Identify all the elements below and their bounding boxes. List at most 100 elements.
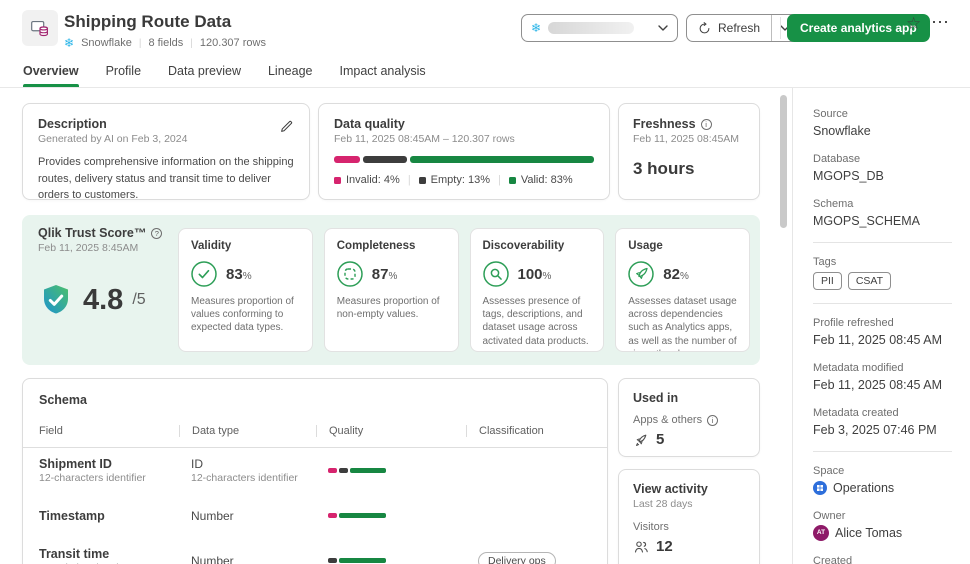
info-icon[interactable] <box>701 119 712 130</box>
help-icon[interactable] <box>151 228 162 239</box>
metric-description: Measures proportion of values conforming… <box>191 295 300 335</box>
freshness-card: Freshness Feb 11, 2025 08:45AM 3 hours <box>618 103 760 200</box>
valid-segment <box>339 513 386 518</box>
detail-value: Feb 11, 2025 08:45 AM <box>813 332 952 348</box>
field-cell: Timestamp <box>39 509 179 523</box>
column-header-field[interactable]: Field <box>39 425 179 437</box>
legend-item-valid: Valid: 83% <box>509 174 573 186</box>
field-subtitle: 12-characters identifier <box>39 472 179 484</box>
check-circle-icon <box>191 261 217 287</box>
info-icon[interactable] <box>707 415 718 426</box>
trust-metric-cards: Validity 83% Measures proportion of valu… <box>178 228 750 352</box>
description-card: Description Generated by AI on Feb 3, 20… <box>22 103 310 200</box>
trust-score-subtitle: Feb 11, 2025 8:45AM <box>38 242 183 254</box>
catalog-page: Shipping Route Data ❄ Snowflake | 8 fiel… <box>0 0 970 564</box>
owner-name: Alice Tomas <box>835 525 902 541</box>
metric-unit: % <box>388 271 397 282</box>
metadata-modified-detail: Metadata modified Feb 11, 2025 08:45 AM <box>813 361 952 393</box>
page-title: Shipping Route Data <box>64 12 231 32</box>
refresh-icon <box>698 22 711 35</box>
tab-profile[interactable]: Profile <box>106 57 141 87</box>
data-quality-legend: Invalid: 4%|Empty: 13%|Valid: 83% <box>334 174 594 186</box>
data-type: ID <box>191 457 316 471</box>
main-scrollbar[interactable] <box>780 95 787 228</box>
more-menu-icon[interactable]: ⋯ <box>931 13 949 31</box>
invalid-bar-segment <box>334 156 360 163</box>
discoverability-card: Discoverability 100% Assesses presence o… <box>470 228 605 352</box>
tags-detail: Tags PIICSAT <box>813 255 952 290</box>
schema-title: Schema <box>23 393 607 407</box>
metric-name: Usage <box>628 240 737 252</box>
favorite-star-icon[interactable]: ☆ <box>906 15 921 32</box>
redacted-connection-name <box>548 22 634 34</box>
data-type: Number <box>191 554 316 564</box>
trust-score-title: Qlik Trust Score™ <box>38 226 146 240</box>
dashed-square-icon <box>337 261 363 287</box>
field-cell: Transit timeTransit time in minutes <box>39 547 179 564</box>
database-detail: Database MGOPS_DB <box>813 152 952 184</box>
legend-item-empty: Empty: 13% <box>419 174 490 186</box>
space-detail: Space Operations <box>813 464 952 496</box>
description-title: Description <box>38 117 187 131</box>
tab-lineage[interactable]: Lineage <box>268 57 313 87</box>
tag-chip-pii[interactable]: PII <box>813 272 842 290</box>
divider <box>813 451 952 452</box>
table-row[interactable]: Shipment ID12-characters identifier ID 12-… <box>23 448 607 493</box>
trust-score-section: Qlik Trust Score™ Feb 11, 2025 8:45AM <box>22 215 760 365</box>
used-in-count: 5 <box>656 431 664 448</box>
invalid-segment <box>328 468 337 473</box>
header-divider <box>780 17 781 39</box>
field-name: Shipment ID <box>39 457 179 471</box>
tab-data-preview[interactable]: Data preview <box>168 57 241 87</box>
trust-score-value: 4.8 <box>83 284 123 317</box>
tag-chip-csat[interactable]: CSAT <box>848 272 891 290</box>
legend-item-invalid: Invalid: 4% <box>334 174 400 186</box>
owner-avatar: AT <box>813 525 829 541</box>
valid-bar-segment <box>410 156 594 163</box>
usage-card: Usage 82% Assesses dataset usage across … <box>615 228 750 352</box>
detail-label: Created <box>813 554 952 564</box>
metric-unit: % <box>680 271 689 282</box>
data-quality-subtitle: Feb 11, 2025 08:45AM – 120.307 rows <box>334 133 594 145</box>
details-panel: Source Snowflake Database MGOPS_DB Schem… <box>792 88 970 564</box>
detail-value: Feb 3, 2025 07:46 PM <box>813 422 952 438</box>
valid-segment <box>339 558 386 563</box>
metric-description: Assesses dataset usage across dependenci… <box>628 295 737 352</box>
profile-refreshed-detail: Profile refreshed Feb 11, 2025 08:45 AM <box>813 316 952 348</box>
classification-cell: Delivery ops <box>466 551 607 564</box>
column-header-quality[interactable]: Quality <box>316 425 466 437</box>
tag-list: PII CSAT <box>813 272 952 290</box>
app-header: Shipping Route Data ❄ Snowflake | 8 fiel… <box>0 0 970 57</box>
used-in-title: Used in <box>633 391 745 405</box>
divider <box>813 242 952 243</box>
classification-chip[interactable]: Delivery ops <box>478 552 556 564</box>
view-activity-subtitle: Last 28 days <box>633 498 745 510</box>
refresh-button[interactable]: Refresh <box>687 15 771 41</box>
description-subtitle: Generated by AI on Feb 3, 2024 <box>38 133 187 145</box>
tab-impact-analysis[interactable]: Impact analysis <box>339 57 425 87</box>
rocket-icon <box>633 432 649 448</box>
edit-pencil-icon[interactable] <box>279 119 294 134</box>
tab-overview[interactable]: Overview <box>23 57 79 87</box>
main-content: Description Generated by AI on Feb 3, 20… <box>0 88 792 564</box>
quality-bar <box>328 468 386 473</box>
column-header-classification[interactable]: Classification <box>466 425 607 437</box>
detail-value: MGOPS_SCHEMA <box>813 213 952 229</box>
field-cell: Shipment ID12-characters identifier <box>39 457 179 484</box>
data-type-cell: Number <box>179 554 316 564</box>
tab-bar: Overview Profile Data preview Lineage Impact… <box>0 57 970 88</box>
table-row[interactable]: TimestampNumber <box>23 493 607 538</box>
dataset-icon <box>22 10 58 46</box>
view-activity-card: View activity Last 28 days Visitors 12 <box>618 469 760 564</box>
column-header-data-type[interactable]: Data type <box>179 425 316 437</box>
connection-dropdown[interactable]: ❄ <box>521 14 678 42</box>
metric-value: 100 <box>518 266 543 283</box>
detail-value: Feb 11, 2025 08:45 AM <box>813 377 952 393</box>
space-name[interactable]: Operations <box>833 480 894 496</box>
detail-label: Schema <box>813 197 952 211</box>
legend-label: Empty: 13% <box>431 174 490 186</box>
detail-label: Profile refreshed <box>813 316 952 330</box>
data-quality-title: Data quality <box>334 117 594 131</box>
legend-label: Valid: 83% <box>521 174 573 186</box>
table-row[interactable]: Transit timeTransit time in minutes Numbe… <box>23 538 607 564</box>
